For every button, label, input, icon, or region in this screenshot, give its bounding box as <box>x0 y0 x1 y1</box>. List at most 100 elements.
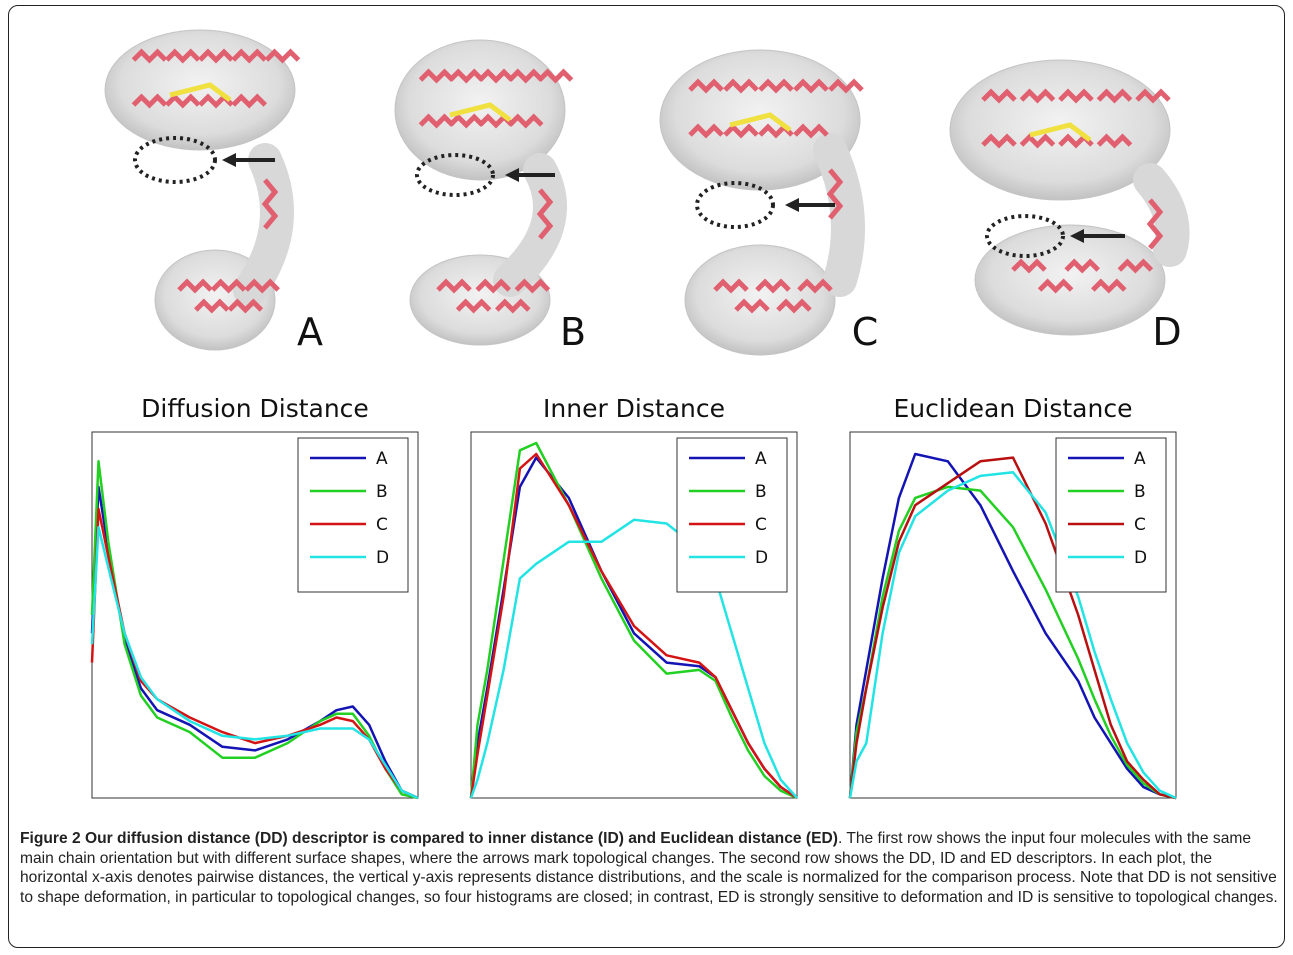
helix <box>177 278 213 294</box>
helix <box>793 78 829 94</box>
series-line <box>90 525 419 800</box>
legend-label: C <box>1134 515 1146 535</box>
helix <box>1037 278 1074 294</box>
helix <box>734 298 770 314</box>
topology-marker <box>695 181 775 229</box>
strand <box>169 82 232 102</box>
figure-frame <box>8 5 1285 948</box>
series-line <box>469 518 798 799</box>
strand <box>729 112 792 132</box>
helix <box>536 188 554 240</box>
helix <box>1019 133 1056 149</box>
helix <box>1135 88 1171 104</box>
helix <box>436 278 472 294</box>
figure-caption: Figure 2 Our diffusion distance (DD) des… <box>20 829 1282 907</box>
arrow-head <box>785 198 799 212</box>
panel-label: D <box>1152 310 1181 354</box>
legend-label: A <box>755 449 767 469</box>
helix <box>448 113 485 129</box>
legend-label: B <box>376 482 388 502</box>
helix <box>1019 88 1056 104</box>
helix <box>793 123 829 139</box>
helix <box>164 93 201 109</box>
helix <box>194 298 230 314</box>
topology-marker <box>985 214 1065 258</box>
helix <box>478 68 514 84</box>
helix <box>210 278 247 294</box>
helix <box>448 68 485 84</box>
helix <box>198 48 234 64</box>
helix <box>758 78 794 94</box>
helix <box>1146 198 1164 250</box>
helix <box>244 278 280 294</box>
panel-label: A <box>297 310 323 354</box>
helix <box>1117 258 1154 274</box>
molecule-chain <box>233 143 294 307</box>
helix <box>475 278 511 294</box>
arrow-head <box>1070 229 1084 243</box>
helix <box>688 123 724 139</box>
legend-label: D <box>376 548 389 568</box>
helix <box>455 298 492 314</box>
helix <box>797 278 833 294</box>
legend-box <box>297 437 409 593</box>
molecule-row: A B C D <box>104 29 1190 356</box>
helix <box>514 278 551 294</box>
helix <box>164 48 201 64</box>
helix <box>713 278 749 294</box>
helix <box>723 78 759 94</box>
caption-text: . The first row shows the input four mol… <box>20 830 1278 906</box>
helix <box>828 78 864 94</box>
helix <box>495 298 531 314</box>
helix <box>1096 133 1133 149</box>
helix <box>131 93 168 109</box>
helix <box>264 48 301 64</box>
helix <box>418 113 455 129</box>
series-line <box>848 456 1177 800</box>
legend-label: C <box>755 515 767 535</box>
helix <box>537 68 574 84</box>
molecule-chain <box>813 133 865 297</box>
helix <box>261 178 279 230</box>
helix <box>507 68 544 84</box>
helix <box>1011 258 1047 274</box>
helix <box>227 298 264 314</box>
molecule-chain <box>1133 163 1190 267</box>
helix <box>688 78 724 94</box>
helix <box>507 113 544 129</box>
helix <box>131 48 168 64</box>
helix <box>418 68 455 84</box>
helix <box>755 278 791 294</box>
helix <box>826 168 844 220</box>
chart-title: Diffusion Distance <box>141 394 369 423</box>
series-line <box>848 452 1177 800</box>
legend-label: A <box>376 449 388 469</box>
molecule-surface <box>974 224 1166 336</box>
series-line <box>848 471 1177 800</box>
strand <box>449 102 512 122</box>
series-line <box>469 452 798 800</box>
helix <box>231 93 268 109</box>
helix <box>1091 278 1127 294</box>
legend-box <box>676 437 788 593</box>
legend-label: A <box>1134 449 1146 469</box>
chart-title: Inner Distance <box>543 394 725 423</box>
strand <box>1029 122 1092 142</box>
helix <box>723 123 759 139</box>
legend-label: B <box>1134 482 1146 502</box>
legend-label: B <box>755 482 767 502</box>
series-line <box>469 441 798 800</box>
panel-label: B <box>560 310 586 354</box>
panel-label: C <box>852 310 879 354</box>
chart-title: Euclidean Distance <box>894 394 1133 423</box>
legend-label: C <box>376 515 388 535</box>
series-line <box>848 485 1177 800</box>
helix <box>981 133 1017 149</box>
helix <box>776 298 812 314</box>
helix <box>1096 88 1133 104</box>
caption-bold: Figure 2 Our diffusion distance (DD) des… <box>20 830 838 847</box>
arrow-head <box>505 168 519 182</box>
legend-label: D <box>1134 548 1147 568</box>
